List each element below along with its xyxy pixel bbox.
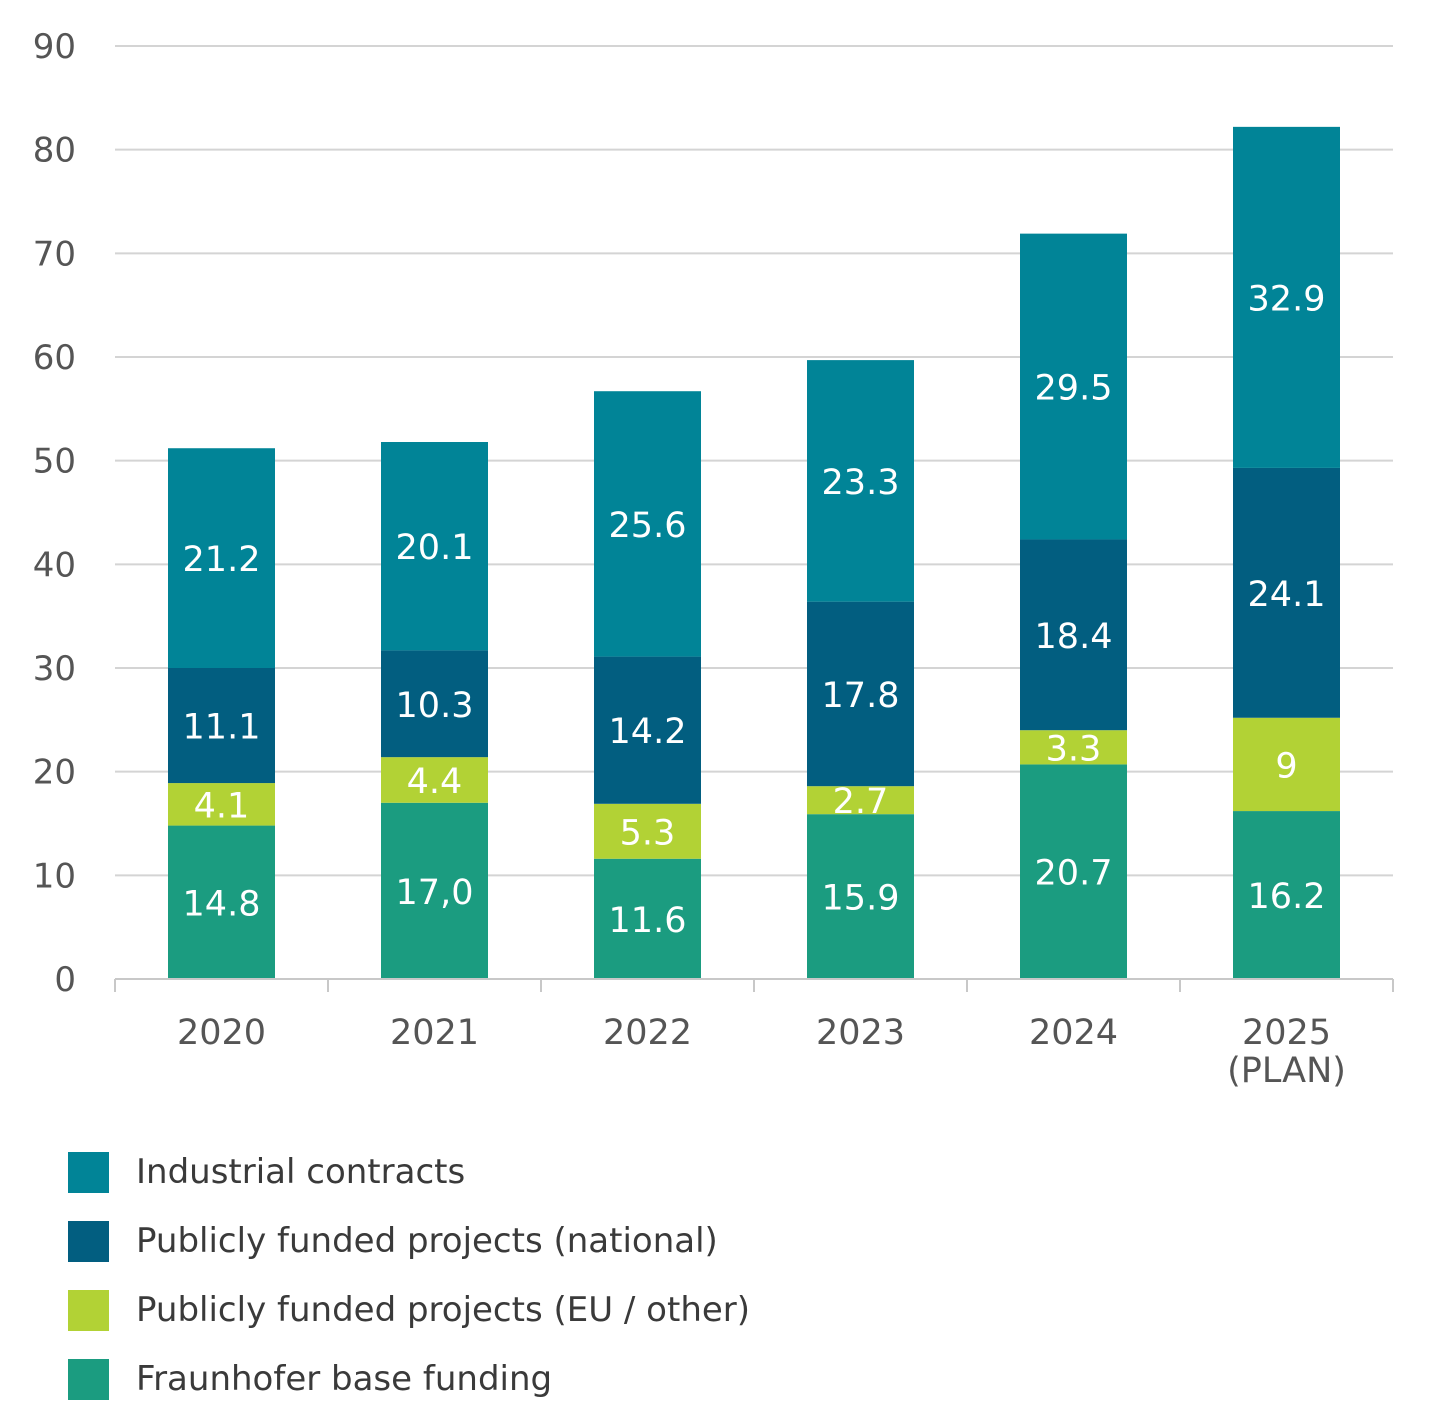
bar-segment — [381, 802, 488, 979]
data-label: 14.8 — [183, 884, 261, 924]
legend-item: Publicly funded projects (EU / other) — [68, 1288, 750, 1332]
data-label: 29.5 — [1035, 369, 1113, 409]
legend-item: Fraunhofer base funding — [68, 1357, 750, 1401]
data-label: 17,0 — [396, 873, 474, 913]
bar-segment — [381, 650, 488, 758]
stacked-bar-chart: 0 10 20 30 40 50 60 70 80 90 14.8 4.1 11.1 21.2 17,0 4… — [33, 27, 1394, 1091]
bar-segment — [168, 668, 275, 784]
y-tick-label: 80 — [33, 131, 76, 171]
bar-segment — [807, 786, 914, 815]
gridlines — [115, 45, 1393, 877]
y-tick-label: 20 — [33, 753, 76, 793]
bar-segment — [807, 814, 914, 979]
y-tick-label: 30 — [33, 649, 76, 689]
y-tick-label: 60 — [33, 338, 76, 378]
data-label: 17.8 — [822, 676, 900, 716]
legend-label: Publicly funded projects (EU / other) — [136, 1290, 751, 1330]
data-label: 14.2 — [609, 712, 687, 752]
bar-segment — [1233, 811, 1340, 979]
x-tick-label: 2020 — [177, 1013, 266, 1053]
legend-swatch — [68, 1358, 109, 1400]
bar-segment — [168, 825, 275, 979]
bar-segment — [1233, 467, 1340, 718]
y-tick-label: 40 — [33, 545, 76, 585]
bar-segment — [594, 391, 701, 657]
data-label: 18.4 — [1035, 617, 1113, 657]
y-axis: 0 10 20 30 40 50 60 70 80 90 — [33, 27, 76, 1000]
data-label: 16.2 — [1248, 877, 1326, 917]
data-label: 23.3 — [822, 463, 900, 503]
x-tick-label: (PLAN) — [1227, 1051, 1346, 1091]
legend-label: Fraunhofer base funding — [136, 1359, 553, 1399]
data-label: 5.3 — [620, 813, 676, 853]
bar-segment — [1020, 233, 1127, 540]
data-label: 25.6 — [609, 506, 687, 546]
x-tick-label: 2024 — [1029, 1013, 1118, 1053]
legend-item: Industrial contracts — [68, 1150, 750, 1194]
bar-segment — [594, 803, 701, 859]
bar-segment — [594, 858, 701, 979]
data-label: 32.9 — [1248, 279, 1326, 319]
data-label: 10.3 — [396, 686, 474, 726]
legend-item: Publicly funded projects (national) — [68, 1219, 750, 1263]
data-label: 21.2 — [183, 540, 261, 580]
data-label: 3.3 — [1046, 729, 1102, 769]
y-tick-label: 70 — [33, 234, 76, 274]
data-label: 4.1 — [194, 786, 250, 826]
y-tick-label: 10 — [33, 856, 76, 896]
data-label: 11.6 — [609, 901, 687, 941]
legend-label: Publicly funded projects (national) — [136, 1221, 718, 1261]
legend: Industrial contracts Publicly funded pro… — [68, 1150, 750, 1426]
data-label: 4.4 — [407, 762, 463, 802]
data-label: 11.1 — [183, 708, 261, 748]
bar-segment — [168, 783, 275, 826]
bar-segment — [807, 360, 914, 602]
y-tick-label: 50 — [33, 442, 76, 482]
x-tick-label: 2023 — [816, 1013, 905, 1053]
legend-swatch — [68, 1289, 109, 1331]
bar-segment — [381, 442, 488, 651]
legend-swatch — [68, 1220, 109, 1262]
x-tick-label: 2025 — [1242, 1013, 1331, 1053]
bar-segment — [381, 757, 488, 803]
data-label: 24.1 — [1248, 575, 1326, 615]
data-label: 9 — [1275, 746, 1297, 786]
bar-segment — [1233, 126, 1340, 468]
data-label: 15.9 — [822, 879, 900, 919]
data-label: 20.7 — [1035, 854, 1113, 894]
bar-segment — [594, 656, 701, 804]
legend-swatch — [68, 1151, 109, 1193]
bar-segment — [1233, 717, 1340, 812]
x-tick-label: 2022 — [603, 1013, 692, 1053]
y-tick-label: 90 — [33, 27, 76, 67]
x-tick-label: 2021 — [390, 1013, 479, 1053]
legend-label: Industrial contracts — [136, 1152, 466, 1192]
bar-segment — [1020, 764, 1127, 979]
bar-segment — [168, 448, 275, 668]
x-axis: 2020 2021 2022 2023 2024 2025(PLAN) — [114, 978, 1394, 1091]
data-label: 20.1 — [396, 528, 474, 568]
bar-segment — [1020, 730, 1127, 765]
y-tick-label: 0 — [54, 960, 76, 1000]
data-label: 2.7 — [833, 782, 889, 822]
bar-segment — [1020, 539, 1127, 731]
bar-segment — [807, 601, 914, 787]
bars: 14.8 4.1 11.1 21.2 17,0 4.4 10.3 20.1 11.6 5.3 14.… — [168, 126, 1340, 979]
